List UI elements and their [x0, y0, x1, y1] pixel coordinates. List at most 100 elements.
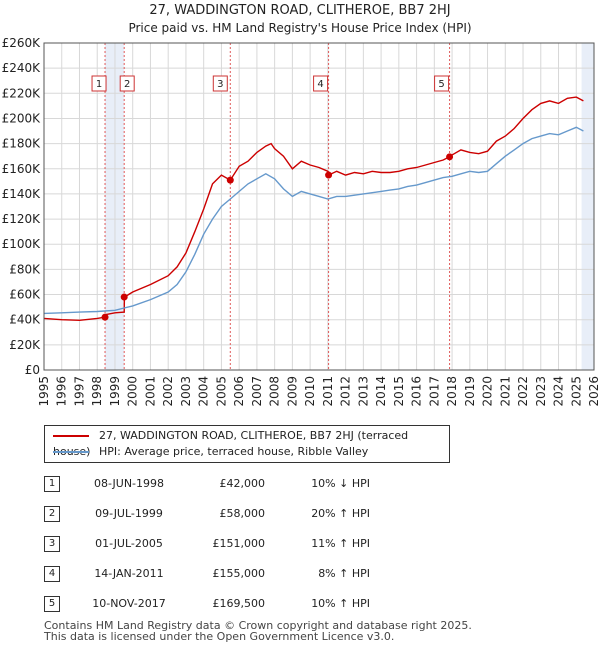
- sale-price: £151,000: [212, 537, 266, 550]
- price-chart: 1 2 3 4 5 £0 £20K £40K £60K £80K £100K £120K £140K £1…: [2, 38, 600, 407]
- sale-marker-number: 1: [44, 476, 60, 492]
- chart-subtitle: Price paid vs. HM Land Registry's House …: [128, 21, 472, 35]
- sale-point: [446, 153, 454, 161]
- y-tick-label: £140K: [2, 187, 42, 201]
- y-tick-label: £0: [25, 363, 40, 377]
- y-tick-label: £20K: [9, 338, 41, 352]
- x-tick-label: 2018: [445, 376, 459, 407]
- table-row: 5 10-NOV-2017 £169,500 10% ↑ HPI: [0, 596, 600, 616]
- x-tick-label: 2020: [481, 376, 495, 407]
- sale-price: £155,000: [212, 567, 266, 580]
- x-tick-label: 2005: [214, 376, 228, 407]
- sale-marker-number: 5: [44, 596, 60, 612]
- sale-point: [226, 176, 234, 184]
- sale-label-box: [313, 75, 329, 92]
- sale-point: [120, 293, 128, 301]
- sale-label: 5: [438, 79, 444, 90]
- table-row: 1 08-JUN-1998 £42,000 10% ↓ HPI: [0, 476, 600, 496]
- x-tick-label: 2006: [232, 376, 246, 407]
- x-tick-label: 2013: [356, 376, 370, 407]
- x-tick-label: 1999: [108, 376, 122, 407]
- legend-item-property: 27, WADDINGTON ROAD, CLITHEROE, BB7 2HJ …: [53, 428, 449, 458]
- sale-label: 4: [317, 79, 323, 90]
- sale-label-box: [91, 75, 107, 92]
- sale-hpi-diff: 10% ↓ HPI: [311, 477, 370, 490]
- sale-date: 14-JAN-2011: [94, 567, 164, 580]
- y-tick-label: £60K: [9, 288, 41, 302]
- y-tick-label: £200K: [2, 111, 42, 125]
- y-tick-label: £120K: [2, 212, 42, 226]
- sale-label-box: [434, 75, 450, 92]
- x-tick-label: 1998: [90, 376, 104, 407]
- x-tick-label: 1995: [37, 376, 51, 407]
- plot-frame: [43, 42, 595, 371]
- legend-swatch-red: [53, 435, 89, 437]
- sale-point: [101, 313, 109, 321]
- sale-date: 01-JUL-2005: [95, 537, 163, 550]
- series-line-hpi: [43, 126, 584, 315]
- x-tick-label: 2015: [392, 376, 406, 407]
- x-tick-label: 2019: [463, 376, 477, 407]
- sale-marker-number: 3: [44, 536, 60, 552]
- y-tick-label: £180K: [2, 137, 42, 151]
- sale-marker-number: 2: [44, 506, 60, 522]
- x-tick-label: 2025: [569, 376, 583, 407]
- x-tick-label: 2010: [303, 376, 317, 407]
- x-tick-label: 1996: [55, 376, 69, 407]
- footer: Contains HM Land Registry data © Crown c…: [44, 620, 472, 642]
- x-tick-label: 2012: [339, 376, 353, 407]
- x-tick-label: 2011: [321, 376, 335, 407]
- chart-title-block: 27, WADDINGTON ROAD, CLITHEROE, BB7 2HJ …: [0, 0, 600, 36]
- x-tick-label: 2001: [143, 376, 157, 407]
- sale-date: 10-NOV-2017: [92, 597, 166, 610]
- x-tick-label: 2022: [516, 376, 530, 407]
- x-tick-label: 2014: [374, 376, 388, 407]
- x-tick-label: 2003: [179, 376, 193, 407]
- x-tick-label: 2004: [197, 376, 211, 407]
- x-tick-label: 2024: [552, 376, 566, 407]
- y-tick-label: £100K: [2, 237, 42, 251]
- x-tick-label: 2007: [250, 376, 264, 407]
- x-tick-label: 2009: [285, 376, 299, 407]
- x-tick-label: 2002: [161, 376, 175, 407]
- sale-date: 08-JUN-1998: [93, 477, 165, 490]
- y-tick-label: £80K: [9, 262, 41, 276]
- y-tick-label: £240K: [2, 61, 42, 75]
- x-tick-label: 2017: [427, 376, 441, 407]
- y-tick-label: £260K: [2, 38, 42, 50]
- sale-hpi-diff: 8% ↑ HPI: [318, 567, 370, 580]
- y-tick-label: £40K: [9, 313, 41, 327]
- table-row: 4 14-JAN-2011 £155,000 8% ↑ HPI: [0, 566, 600, 586]
- sale-price: £58,000: [219, 507, 266, 520]
- sale-hpi-diff: 10% ↑ HPI: [311, 597, 370, 610]
- sale-hpi-diff: 11% ↑ HPI: [311, 537, 370, 550]
- sale-label: 3: [217, 79, 223, 90]
- sale-marker-number: 4: [44, 566, 60, 582]
- legend-swatch-blue: [53, 451, 89, 453]
- x-tick-label: 2000: [126, 376, 140, 407]
- legend: 27, WADDINGTON ROAD, CLITHEROE, BB7 2HJ …: [44, 425, 450, 463]
- sale-label-box: [212, 75, 228, 92]
- y-tick-label: £160K: [2, 162, 42, 176]
- plot-background: [44, 43, 594, 370]
- legend-label-hpi: HPI: Average price, terraced house, Ribb…: [99, 445, 369, 458]
- x-tick-label: 2026: [587, 376, 600, 407]
- sale-label: 1: [96, 79, 102, 90]
- x-tick-label: 2016: [410, 376, 424, 407]
- y-tick-label: £220K: [2, 86, 42, 100]
- x-tick-label: 2008: [268, 376, 282, 407]
- sale-hpi-diff: 20% ↑ HPI: [311, 507, 370, 520]
- footer-copyright: Contains HM Land Registry data © Crown c…: [44, 619, 472, 632]
- x-tick-label: 2021: [498, 376, 512, 407]
- x-tick-label: 2023: [534, 376, 548, 407]
- sale-label-box: [119, 75, 135, 92]
- sale-label: 2: [124, 79, 130, 90]
- sale-price: £42,000: [219, 477, 266, 490]
- sale-point: [325, 171, 333, 179]
- legend-item-hpi: HPI: Average price, terraced house, Ribb…: [53, 444, 368, 460]
- sale-date: 09-JUL-1999: [95, 507, 163, 520]
- x-tick-label: 1997: [72, 376, 86, 407]
- table-row: 2 09-JUL-1999 £58,000 20% ↑ HPI: [0, 506, 600, 526]
- sale-price: £169,500: [212, 597, 266, 610]
- chart-title: 27, WADDINGTON ROAD, CLITHEROE, BB7 2HJ: [149, 3, 451, 18]
